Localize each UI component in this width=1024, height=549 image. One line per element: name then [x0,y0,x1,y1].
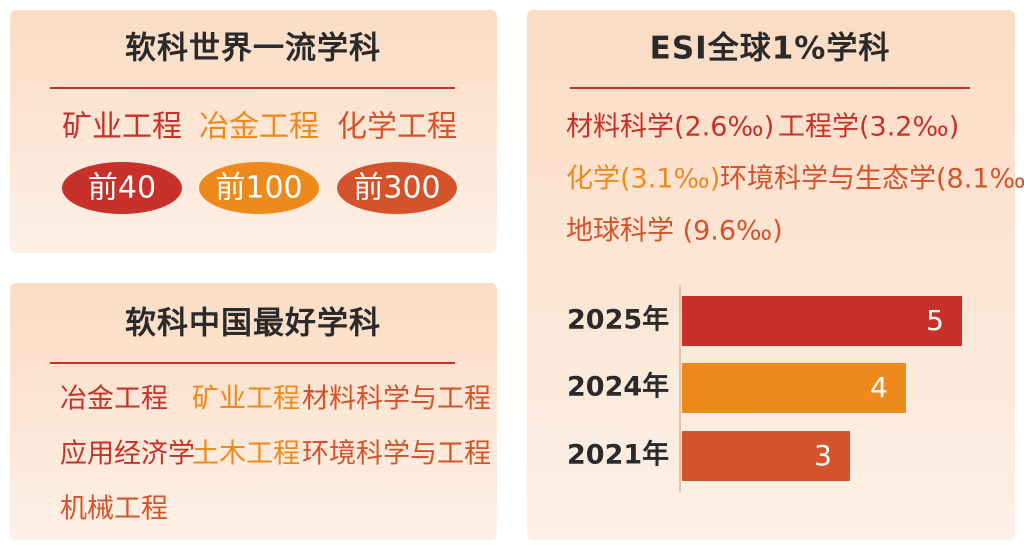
rank: 前300 [353,171,440,206]
bar [682,363,906,413]
category-label: 2024年 [567,371,669,403]
category-label: 2025年 [567,304,669,336]
subject: 应用经济学 [60,439,195,470]
category-label: 2021年 [567,439,669,471]
subject: 冶金工程 [60,384,168,415]
subject: 矿业工程 [62,110,182,145]
subject: 地球科学 (9.6‰) [566,216,783,247]
rank: 前40 [88,171,156,206]
card-title: 软科中国最好学科 [125,306,381,342]
subject: 化学工程 [337,110,457,145]
bar [682,431,850,481]
subject: 材料科学(2.6‰) [566,112,774,143]
subject: 冶金工程 [199,110,319,145]
bar [682,296,962,346]
subject: 矿业工程 [192,384,300,415]
subject: 环境科学与工程 [302,439,491,470]
value-label: 4 [870,371,888,404]
subject: 工程学(3.2‰) [778,112,959,143]
card-title: ESI全球1%学科 [650,31,891,67]
rank-pill [62,162,182,214]
subject: 土木工程 [192,439,300,470]
rank-pill [199,162,319,214]
rank: 前100 [215,171,302,206]
rank-pill [337,162,457,214]
card-title: 软科世界一流学科 [125,31,381,67]
value-label: 5 [926,304,944,337]
subject: 机械工程 [60,494,168,525]
card [10,283,497,540]
subject: 环境科学与生态学(8.1‰) [720,164,1024,195]
subject: 材料科学与工程 [302,384,491,415]
subject: 化学(3.1‰) [566,164,720,195]
value-label: 3 [814,439,832,472]
